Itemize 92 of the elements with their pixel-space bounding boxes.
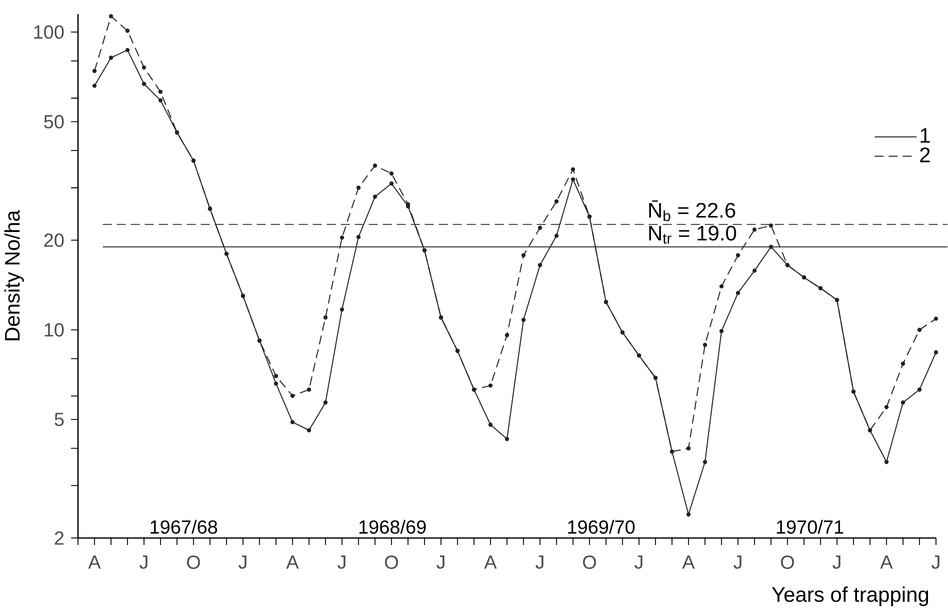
point [702,342,708,348]
y-tick-label: 50 [44,114,64,128]
x-tick-label: J [734,556,742,569]
point [504,333,510,338]
point [521,253,526,258]
point [917,328,922,332]
point [340,236,344,240]
point [934,316,938,321]
point [900,400,906,405]
point [488,422,493,427]
point [125,48,130,52]
x-axis-title: Years of trapping [772,586,928,606]
point [488,383,493,388]
point [274,381,278,386]
point [290,420,295,424]
x-tick-label: A [484,556,497,569]
point [142,82,146,86]
point [752,228,757,232]
point [356,186,361,190]
point [323,400,328,405]
point [752,268,757,273]
annotation: 1968/69 [359,520,426,534]
point [736,290,740,296]
point [290,394,295,398]
point [554,199,559,204]
point [504,436,510,442]
x-tick-label: O [583,556,596,569]
point [306,387,312,392]
point [92,84,97,88]
annotation: 1969/70 [568,520,635,534]
annotation: 1967/68 [150,520,218,534]
point [389,181,394,186]
ref-line-label: N$_{tr}$ = 19.0 [649,226,736,244]
point [389,171,394,176]
x-tick-label: J [238,556,246,569]
ref-line-label: N̄$_{b}$ = 22.6 [649,200,736,222]
point [372,164,378,168]
point [356,234,361,240]
point [538,262,542,268]
point [917,387,922,392]
point [884,405,889,410]
annotation: 1970/71 [776,520,844,534]
y-axis-title: Density No/ha [4,210,24,340]
point [900,362,906,366]
point [142,65,146,70]
legend-label: 2 [920,148,930,162]
x-tick-label: J [634,556,642,569]
y-tick-label: 100 [34,25,64,39]
point [719,284,724,288]
point [686,512,691,516]
x-tick-label: J [832,556,840,569]
point [702,460,708,464]
y-tick-label: 2 [54,531,64,545]
x-tick-label: A [682,556,695,569]
x-tick-label: O [385,556,398,569]
point [340,307,344,312]
point [884,460,889,464]
y-tick-label: 20 [44,233,64,247]
point [768,244,774,249]
point [125,28,130,33]
legend-label: 1 [920,128,930,143]
x-tick-label: A [286,556,299,569]
x-tick-label: J [338,556,346,569]
point [108,14,114,18]
point [521,318,526,322]
point [158,90,163,94]
point [108,56,114,60]
y-tick-label: 5 [54,412,64,426]
point [306,428,312,432]
y-tick-label: 10 [44,323,64,337]
point [719,329,724,334]
x-tick-label: O [781,556,794,569]
x-tick-label: J [536,556,544,569]
x-tick-label: O [187,556,200,569]
point [372,194,378,199]
point [92,68,97,74]
point [554,234,559,238]
point [768,223,774,228]
point [736,253,740,258]
point [686,446,691,450]
x-tick-label: J [140,556,148,569]
x-tick-label: A [88,556,101,569]
point [274,374,278,378]
point [934,350,938,354]
x-tick-label: A [880,556,893,569]
point [570,177,576,182]
point [158,98,163,102]
x-tick-label: J [932,556,940,569]
x-tick-label: J [436,556,444,569]
point [538,226,542,230]
point [570,167,576,172]
point [323,315,328,320]
